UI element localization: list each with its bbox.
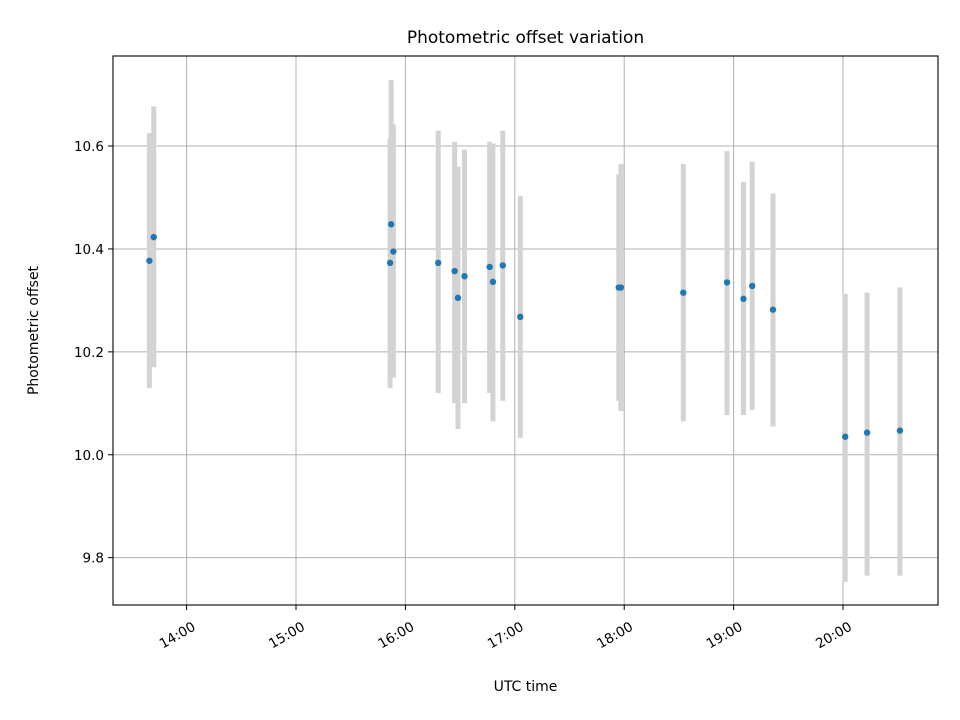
data-point	[454, 294, 462, 302]
data-point	[740, 295, 747, 303]
y-axis-label: Photometric offset	[26, 265, 42, 395]
data-point	[499, 262, 506, 269]
x-axis-ticks: 14:00 15:00 16:00 17:00 18:00 19:00 20:00	[157, 605, 855, 652]
data-point	[461, 273, 468, 280]
data-point	[723, 279, 731, 286]
data-point	[386, 259, 394, 267]
y-tick-label: 10.2	[74, 345, 104, 361]
data-point	[390, 248, 397, 255]
data-point	[769, 306, 777, 313]
data-point	[617, 284, 625, 291]
y-tick-label: 10.4	[74, 242, 104, 258]
data-point	[896, 427, 904, 434]
data-point	[451, 267, 458, 275]
x-tick-label: 15:00	[266, 619, 308, 652]
x-tick-label: 18:00	[594, 619, 636, 652]
x-axis-label: UTC time	[494, 679, 558, 695]
y-tick-label: 9.8	[83, 551, 104, 567]
data-point	[680, 289, 687, 296]
y-tick-label: 10.0	[74, 448, 104, 464]
data-markers	[146, 221, 904, 440]
data-point	[486, 263, 493, 271]
data-point	[435, 259, 442, 267]
plot-frame	[112, 55, 939, 606]
x-tick-label: 20:00	[813, 619, 855, 652]
chart-title: Photometric offset variation	[407, 28, 644, 48]
data-point	[863, 429, 871, 436]
y-tick-label: 10.6	[74, 139, 104, 155]
data-point	[387, 221, 395, 228]
x-tick-label: 19:00	[704, 619, 746, 652]
data-point	[150, 233, 157, 241]
data-point	[842, 433, 849, 440]
data-point	[146, 257, 153, 264]
data-point	[517, 313, 524, 321]
x-tick-label: 17:00	[485, 619, 527, 652]
data-point	[749, 282, 756, 290]
y-axis-ticks: 9.8 10.0 10.2 10.4 10.6	[74, 139, 113, 567]
error-bars	[146, 80, 903, 582]
x-tick-label: 14:00	[157, 619, 199, 652]
data-point	[489, 278, 497, 286]
x-tick-label: 16:00	[376, 619, 418, 652]
grid	[113, 56, 938, 605]
